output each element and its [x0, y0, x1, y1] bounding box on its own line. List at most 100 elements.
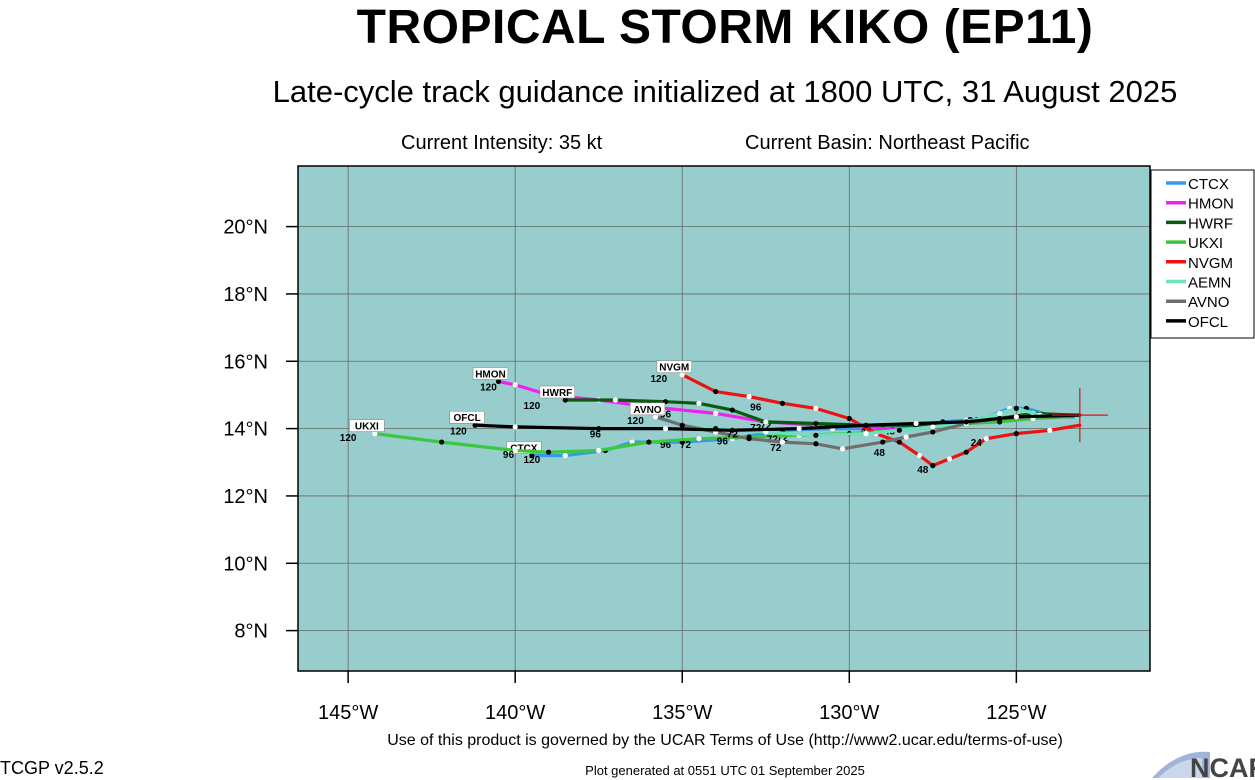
- track-point: [930, 429, 936, 435]
- track-point: [646, 439, 652, 445]
- track-point: [963, 419, 969, 425]
- track-point-white: [1047, 427, 1053, 433]
- track-end-label-box: [349, 419, 385, 432]
- x-tick-label: 125°W: [986, 702, 1046, 724]
- track-point: [813, 420, 819, 427]
- track-point: [813, 432, 819, 438]
- track-end-label-box: [472, 367, 509, 380]
- forecast-hour-label: 72: [760, 421, 772, 432]
- track-point-white: [596, 447, 602, 454]
- legend-entry-aemn: AEMN: [1188, 275, 1231, 292]
- ncar-logo: NCAR: [1152, 751, 1255, 780]
- legend: CTCX HMON HWRF UKXI NVGM AEMN AVNO OFCL: [1150, 169, 1255, 339]
- plot-frame: [297, 165, 1151, 672]
- legend-entry-hmon: HMON: [1188, 196, 1234, 213]
- y-tick-label: 14°N: [223, 419, 268, 441]
- track-point-white: [562, 452, 568, 459]
- track-point: [562, 397, 568, 403]
- x-tick-label: 140°W: [485, 702, 545, 724]
- track-point: [1013, 431, 1019, 437]
- y-tick-label: 8°N: [234, 621, 268, 643]
- x-tick-label: 145°W: [318, 702, 378, 724]
- track-end-label-box: [449, 410, 485, 424]
- track-point-white: [612, 397, 619, 403]
- legend-box: [1150, 169, 1255, 339]
- track-point: [472, 422, 478, 428]
- x-tick-label: 135°W: [652, 702, 712, 724]
- y-tick-label: 12°N: [223, 486, 268, 508]
- track-end-label: OFCL: [453, 413, 480, 424]
- forecast-hour-label: 120: [450, 426, 467, 437]
- forecast-hour-label: 120: [524, 455, 541, 466]
- current-basin: Current Basin: Northeast Pacific: [745, 132, 1030, 154]
- track-point: [896, 427, 903, 433]
- forecast-hour-label: 96: [717, 436, 729, 447]
- track-point-white: [913, 420, 919, 427]
- track-point-white: [696, 400, 702, 406]
- track-point: [529, 452, 535, 459]
- track-line: [373, 415, 1075, 454]
- forecast-hour-label: 120: [340, 433, 357, 444]
- forecast-hour-label: 48: [917, 465, 929, 476]
- svg-text:NCAR: NCAR: [1190, 753, 1255, 780]
- forecast-hour-label: 96: [503, 450, 515, 461]
- track-point: [779, 400, 786, 406]
- track-point-white: [1013, 414, 1019, 420]
- track-point-white: [746, 394, 752, 400]
- legend-entry-ofcl: OFCL: [1188, 314, 1228, 331]
- legend-entry-nvgm: NVGM: [1188, 255, 1233, 272]
- forecast-hour-label: 72: [727, 430, 739, 441]
- track-end-label-box: [629, 402, 666, 416]
- forecast-hour-label: 96: [660, 440, 672, 451]
- track-point-white: [916, 452, 923, 459]
- legend-entry-hwrf: HWRF: [1188, 215, 1233, 232]
- track-point-white: [652, 414, 659, 420]
- track-point: [729, 407, 735, 413]
- forecast-hour-label: 72: [680, 440, 692, 451]
- version-label: TCGP v2.5.2: [0, 758, 104, 778]
- track-end-label-box: [539, 385, 575, 399]
- track-point: [495, 378, 502, 385]
- track-line: [680, 406, 1075, 437]
- terms-of-use-notice: Use of this product is governed by the U…: [387, 732, 1063, 749]
- track-point-white: [863, 431, 869, 437]
- track-point: [729, 427, 735, 433]
- forecast-hour-label: 120: [524, 401, 541, 412]
- track-point: [545, 449, 552, 455]
- legend-entry-avno: AVNO: [1188, 294, 1229, 311]
- track-end-label-box: [656, 360, 692, 374]
- track-point-white: [796, 426, 802, 432]
- track-ofcl: 72 96 120 OFCL: [449, 410, 1082, 441]
- forecast-hour-label: 72: [777, 433, 789, 444]
- forecast-hour-label: 96: [590, 430, 602, 441]
- track-point-white: [512, 447, 518, 454]
- track-end-label: UKXI: [355, 422, 379, 433]
- track-point-white: [763, 419, 769, 425]
- forecast-hour-label: 24: [971, 438, 983, 449]
- track-point-white: [713, 410, 719, 417]
- y-tick-label: 10°N: [223, 553, 268, 575]
- track-point: [930, 463, 936, 469]
- forecast-hour-label: 120: [651, 374, 668, 385]
- track-point-white: [930, 424, 936, 430]
- track-end-label: AVNO: [633, 405, 661, 416]
- track-point: [596, 426, 602, 432]
- track-point: [1013, 405, 1019, 411]
- legend-entry-ukxi: UKXI: [1188, 235, 1223, 252]
- track-point: [713, 388, 719, 395]
- track-point: [896, 439, 903, 445]
- track-point: [439, 439, 445, 445]
- forecast-hour-label: 48: [874, 448, 886, 459]
- track-point-white: [813, 405, 819, 411]
- track-point: [813, 441, 819, 447]
- track-end-label: CTCX: [510, 444, 538, 455]
- x-tick-label: 130°W: [819, 702, 879, 724]
- track-point-white: [512, 424, 518, 430]
- track-point: [963, 449, 969, 455]
- track-point-white: [903, 434, 909, 440]
- track-point-white: [840, 446, 846, 452]
- track-point: [746, 436, 752, 442]
- track-point-white: [997, 410, 1003, 417]
- y-tick-label: 18°N: [223, 284, 268, 306]
